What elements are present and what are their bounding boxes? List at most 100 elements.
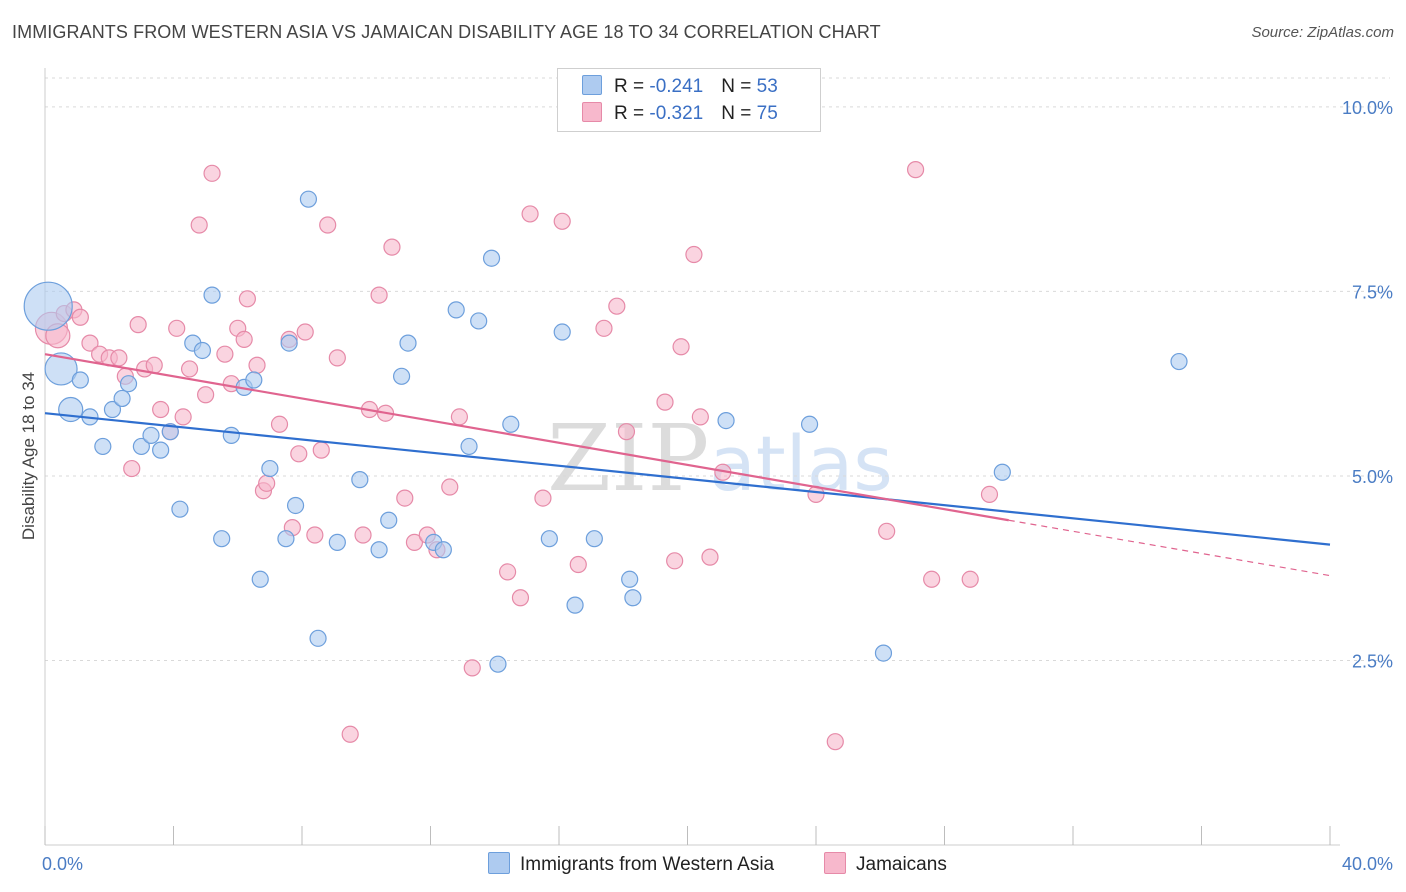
data-point — [113, 389, 131, 408]
legend-label: Jamaicans — [856, 854, 947, 875]
legend-row-jamaicans: R = -0.321 N = 75 — [582, 102, 778, 128]
trendline-western-asia — [44, 412, 1331, 546]
data-point — [299, 190, 318, 208]
source-label: Source: ZipAtlas.com — [1251, 24, 1394, 41]
r-label: R = — [614, 103, 650, 124]
data-point — [161, 423, 179, 441]
data-point — [341, 725, 359, 743]
data-point — [585, 530, 603, 548]
data-point — [878, 522, 896, 540]
data-point — [717, 411, 735, 430]
data-point — [874, 644, 893, 662]
data-point — [666, 552, 684, 570]
data-point — [351, 471, 369, 489]
data-point — [129, 316, 147, 334]
data-point — [993, 463, 1011, 481]
data-point — [203, 286, 221, 304]
pink-swatch — [824, 852, 846, 874]
y-tick-label: 10.0% — [1342, 98, 1393, 118]
data-point — [203, 164, 221, 182]
data-point — [174, 408, 192, 426]
data-point — [123, 459, 141, 478]
data-point — [103, 400, 122, 419]
watermark-atlas: atlas — [709, 419, 893, 508]
data-point — [238, 290, 256, 308]
y-axis-title: Disability Age 18 to 34 — [19, 372, 38, 540]
legend-item-jamaicans: Jamaicans — [824, 852, 947, 876]
chart-title: IMMIGRANTS FROM WESTERN ASIA VS JAMAICAN… — [12, 22, 881, 42]
n-value: 75 — [756, 103, 778, 124]
legend-item-western-asia: Immigrants from Western Asia — [488, 852, 774, 876]
data-point — [142, 426, 160, 444]
series-legend: Immigrants from Western Asia Jamaicans — [0, 852, 1406, 878]
data-point — [502, 415, 520, 433]
data-point — [399, 334, 417, 352]
data-point — [213, 530, 231, 548]
blue-swatch — [488, 852, 510, 874]
data-point — [392, 367, 411, 385]
data-point — [383, 238, 401, 256]
y-tick-label: 5.0% — [1352, 467, 1393, 487]
data-point — [306, 526, 324, 544]
data-point — [312, 441, 330, 459]
data-point — [566, 596, 584, 614]
data-point — [826, 733, 844, 751]
data-point — [672, 338, 690, 356]
data-point — [296, 323, 314, 341]
data-point — [319, 216, 337, 234]
r-label: R = — [614, 76, 650, 97]
data-point — [463, 659, 481, 677]
data-point — [370, 286, 388, 304]
data-point — [380, 511, 398, 529]
data-point — [434, 541, 452, 559]
data-point — [450, 408, 469, 426]
series-western-asia — [23, 190, 1188, 673]
y-tick-label: 2.5% — [1352, 651, 1393, 671]
data-point — [405, 533, 424, 551]
data-point — [280, 334, 298, 352]
data-point — [553, 212, 571, 230]
data-point — [511, 589, 530, 607]
data-point — [216, 345, 234, 363]
data-point — [94, 437, 112, 456]
data-point — [396, 489, 414, 507]
data-point — [168, 319, 186, 337]
data-point — [44, 352, 78, 386]
data-point — [197, 386, 215, 404]
data-point — [23, 281, 73, 331]
data-point — [447, 301, 465, 319]
data-point — [621, 570, 639, 588]
data-point — [119, 375, 138, 393]
data-point — [58, 396, 84, 423]
data-point — [222, 426, 240, 444]
data-point — [145, 356, 163, 374]
data-point — [553, 323, 571, 341]
n-label: N = — [721, 103, 757, 124]
data-point — [171, 500, 189, 518]
data-point — [482, 249, 501, 267]
data-point — [328, 533, 346, 551]
data-point — [354, 526, 372, 544]
series-jamaicans — [34, 161, 999, 751]
data-point — [180, 360, 199, 378]
data-point — [81, 334, 99, 352]
legend-label: Immigrants from Western Asia — [520, 854, 775, 875]
data-point — [595, 319, 613, 337]
data-point — [617, 423, 636, 441]
data-point — [152, 400, 170, 419]
data-point — [521, 205, 539, 223]
trendline-jamaicans — [44, 353, 1009, 522]
data-point — [152, 441, 170, 459]
data-point — [534, 489, 552, 507]
data-point — [489, 655, 507, 673]
data-point — [277, 530, 295, 548]
data-point — [71, 308, 89, 326]
n-label: N = — [721, 76, 757, 97]
data-point — [906, 161, 925, 179]
data-point — [701, 548, 719, 566]
r-value: -0.321 — [649, 103, 704, 124]
data-point — [235, 330, 253, 349]
data-point — [923, 570, 941, 588]
data-point — [193, 341, 212, 360]
